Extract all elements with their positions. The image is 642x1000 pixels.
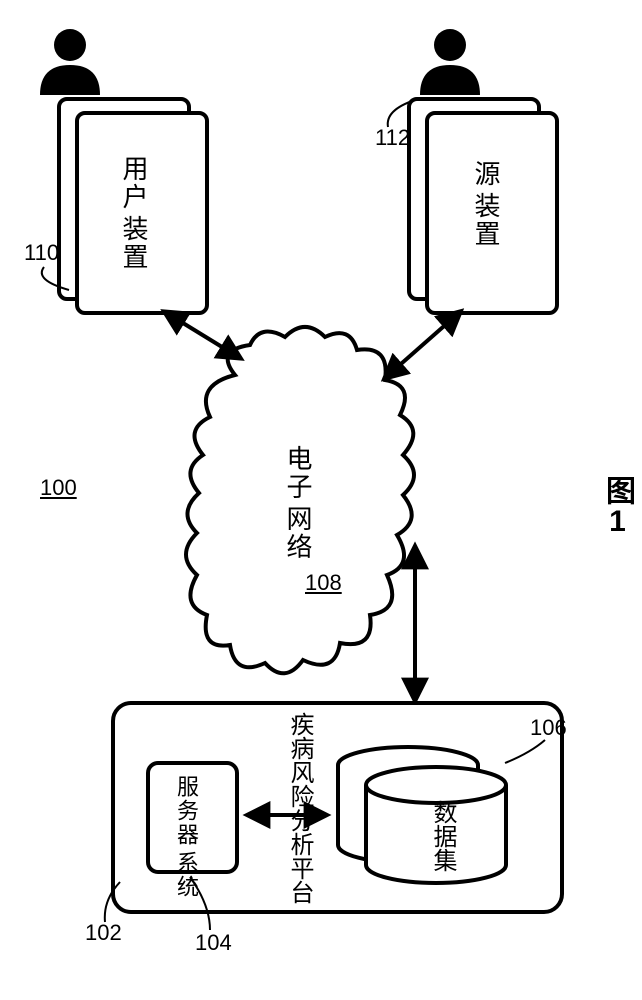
leader-line	[175, 875, 225, 933]
bidir-arrow	[238, 800, 338, 830]
network-ref: 108	[305, 570, 342, 596]
leader-line	[24, 265, 74, 295]
network-label: 电子网络	[280, 445, 317, 561]
figure-id-label: 100	[40, 475, 77, 501]
leader-line	[380, 95, 420, 130]
bidir-arrow	[370, 300, 490, 400]
leader-line	[500, 738, 560, 768]
person-icon	[410, 25, 490, 95]
diagram-canvas: 100 用户装置 110 源装置 112 电子网络 108	[0, 0, 642, 1000]
figure-number: 图1	[595, 475, 639, 538]
server-ref: 104	[195, 930, 232, 956]
source-device-label: 源装置	[468, 160, 505, 248]
leader-line	[95, 880, 145, 925]
bidir-arrow	[145, 300, 265, 380]
person-icon	[30, 25, 110, 95]
dataset-node	[328, 740, 518, 890]
bidir-arrow	[395, 535, 435, 715]
user-device-ref: 110	[24, 240, 59, 266]
user-device-label: 用户装置	[116, 155, 153, 271]
dataset-label: 数据集	[425, 800, 460, 872]
